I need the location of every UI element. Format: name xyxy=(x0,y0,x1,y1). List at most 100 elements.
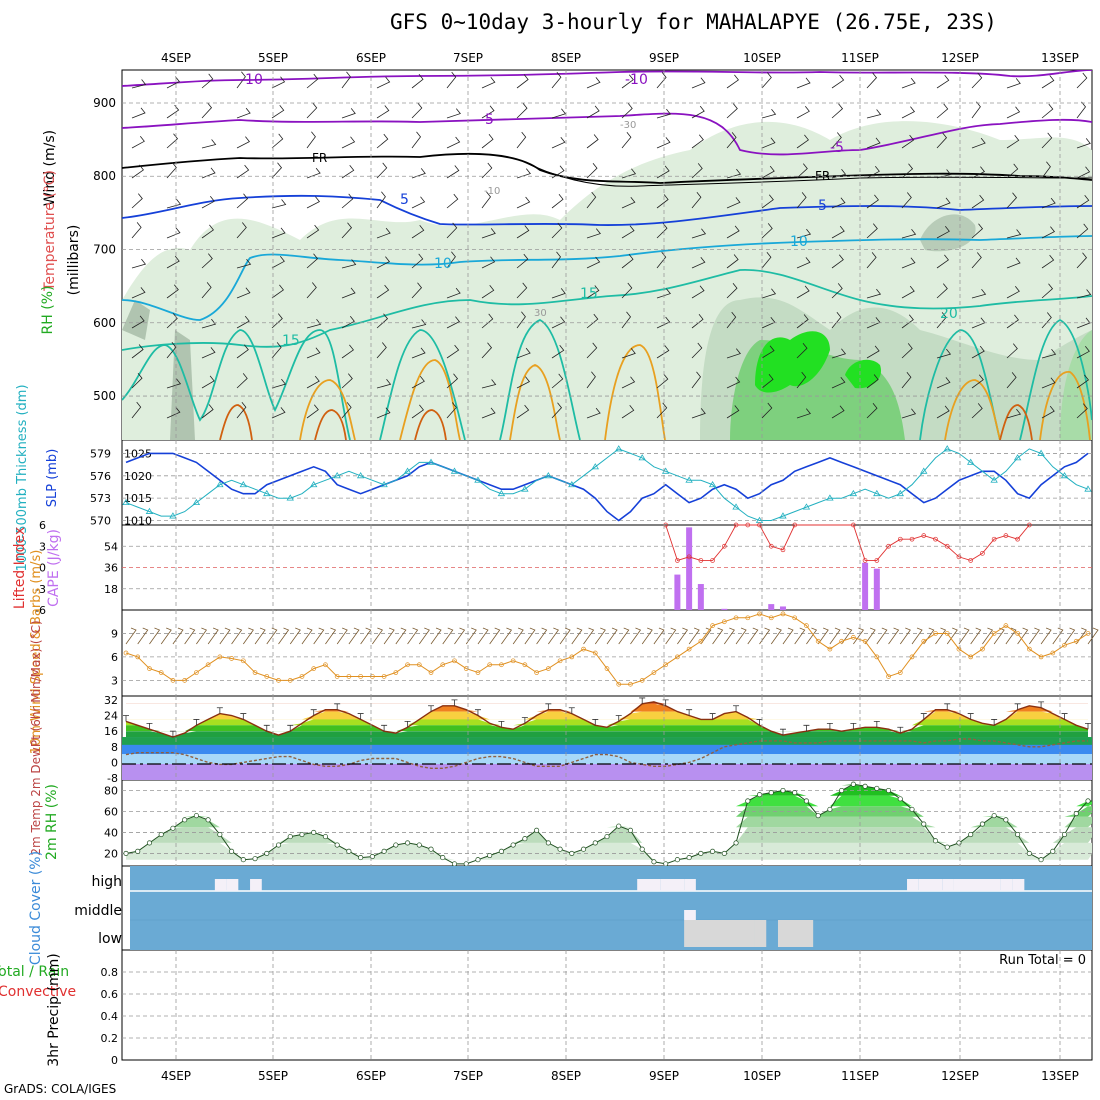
temp-max-whisker xyxy=(216,707,223,714)
wind-barb xyxy=(621,405,635,419)
wind-barb xyxy=(691,191,702,209)
wind10-barb xyxy=(853,627,864,645)
wind-barb xyxy=(201,139,217,149)
wind-barb xyxy=(691,228,707,239)
rh-point xyxy=(839,787,845,794)
rh-point xyxy=(1073,811,1079,817)
wind-barb xyxy=(551,316,566,329)
lifted-index-point xyxy=(768,543,774,549)
wind-barb xyxy=(481,162,493,179)
wind-barb xyxy=(621,282,633,299)
date-label-bottom-5: 9SEP xyxy=(649,1069,679,1083)
thickness-marker xyxy=(497,489,506,497)
wind-barb xyxy=(831,376,846,389)
thickness-marker xyxy=(708,480,717,488)
wind-barb xyxy=(306,131,316,149)
wind-barb xyxy=(446,402,457,419)
cloud-clear-block xyxy=(250,879,262,891)
thickness-marker xyxy=(826,494,834,501)
wind-tick-1: 6 xyxy=(111,651,118,664)
thickness-marker xyxy=(427,458,435,465)
wind-barb xyxy=(621,74,634,89)
wind10-speed-point xyxy=(616,681,622,687)
wind10-speed-point xyxy=(135,654,141,660)
wind-barb xyxy=(551,194,564,209)
temp-band-base xyxy=(122,737,1092,745)
wind-barb xyxy=(306,224,320,239)
wind-barb xyxy=(1041,349,1057,359)
rh-point xyxy=(498,848,504,854)
wind10-barb xyxy=(982,627,994,645)
wind-barb xyxy=(516,347,531,359)
label-precip-total: Total / Rain xyxy=(0,964,69,980)
wind10-speed-point xyxy=(334,674,340,679)
wind10-speed-point xyxy=(804,623,809,628)
rh-point xyxy=(792,790,798,796)
wind10-speed-point xyxy=(897,670,903,675)
wind10-barb xyxy=(477,627,489,645)
rh-point xyxy=(569,850,575,856)
wind10-barb xyxy=(207,627,219,645)
contour-minus10 xyxy=(122,70,1092,87)
label-upper-wind: Wind (m/s) xyxy=(42,130,58,206)
wind-barb xyxy=(341,136,356,149)
rh-point xyxy=(886,787,892,794)
thickness-marker xyxy=(920,467,928,474)
wind-barb xyxy=(936,132,948,149)
wind10-barb xyxy=(137,627,149,645)
temp-band-0 xyxy=(126,701,1088,704)
wind-barb xyxy=(131,79,147,89)
wind-barb xyxy=(936,283,948,299)
wind10-barb xyxy=(970,627,982,645)
grads-credit: GrADS: COLA/IGES xyxy=(4,1082,117,1096)
wind-barb xyxy=(1076,346,1090,359)
rh-shade-bright-2 xyxy=(845,359,881,389)
wind-barb xyxy=(516,311,526,329)
temp-max-whisker xyxy=(381,724,388,732)
wind10-speed-point xyxy=(757,611,762,617)
wind-barb xyxy=(376,256,391,269)
wind-barb xyxy=(131,372,143,389)
rh-point xyxy=(299,831,305,838)
thickness-marker xyxy=(403,467,412,474)
wind-barb xyxy=(306,404,319,419)
wind-barb xyxy=(971,374,984,389)
temp-max-whisker xyxy=(756,719,763,726)
wind-barb xyxy=(691,285,705,299)
wind-barb xyxy=(236,259,252,269)
wind10-speed-point xyxy=(663,662,669,668)
wind10-barb xyxy=(630,627,642,645)
wind-barb xyxy=(131,193,143,209)
wind-barb xyxy=(656,165,670,179)
wind10-speed-point xyxy=(827,646,833,652)
wind-barb xyxy=(621,348,636,359)
vertical-labels: Wind (m/s) Temperature (°C) RH (%) (mill… xyxy=(0,130,82,1067)
contour-20b xyxy=(379,318,1092,440)
date-label-top-6: 10SEP xyxy=(743,51,781,65)
thickness-marker xyxy=(802,503,811,510)
temp-max-whisker xyxy=(474,709,481,716)
wind-barb xyxy=(971,252,982,269)
thickness-marker xyxy=(169,512,177,519)
wind10-speed-point xyxy=(264,674,270,679)
wind-barb xyxy=(936,254,949,269)
wind-barb xyxy=(411,376,425,389)
temp-max-whisker xyxy=(1085,722,1091,730)
wind-barb xyxy=(761,316,776,329)
wind-barb xyxy=(586,105,600,119)
wind-barb xyxy=(796,77,811,89)
wind10-barb xyxy=(360,627,372,645)
cloud-clear-block xyxy=(684,879,696,891)
wind10-speed-point xyxy=(440,662,446,668)
wind-barb xyxy=(1041,161,1051,179)
wind-barb xyxy=(1006,408,1022,419)
temp-band-3 xyxy=(126,719,1088,726)
wind10-barb xyxy=(395,627,407,645)
wind-barb xyxy=(1006,257,1021,269)
cape-bar xyxy=(779,606,786,610)
lifted-index-point xyxy=(991,536,997,542)
wind10-barb xyxy=(372,627,383,645)
rh-point xyxy=(756,792,763,798)
wind-barb xyxy=(586,342,598,359)
rh-point xyxy=(287,834,293,840)
